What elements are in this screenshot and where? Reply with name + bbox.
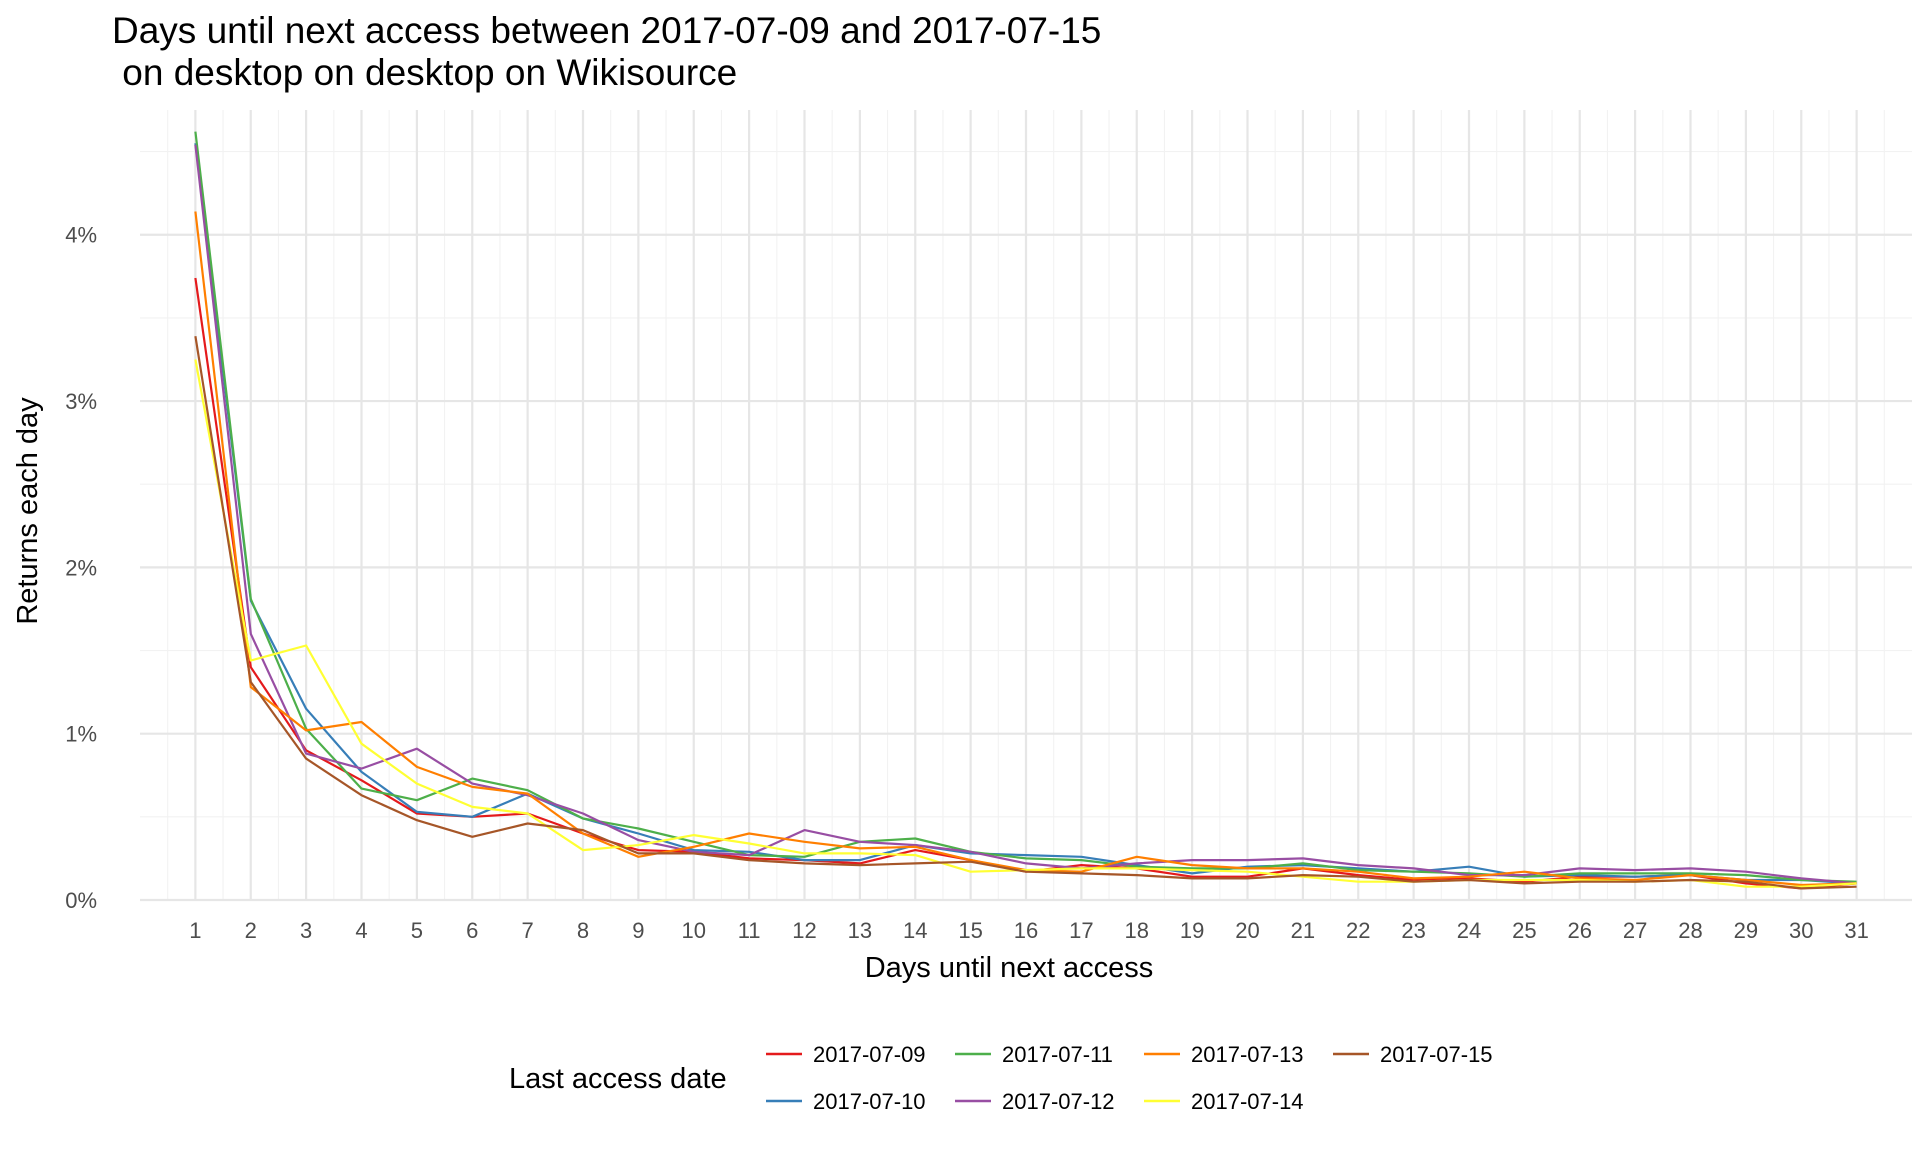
x-tick-label: 26 — [1568, 918, 1592, 943]
y-tick-label: 1% — [65, 722, 97, 747]
legend: 2017-07-09 2017-07-10 2017-07-11 2017-07-12… — [766, 1042, 1493, 1114]
y-tick-label: 4% — [65, 223, 97, 248]
series-line-2017-07-12 — [194, 144, 1857, 885]
series-lines — [194, 131, 1857, 890]
x-tick-labels: 1 2 3 4 5 6 7 8 9 10 11 12 13 14 15 16 17 18 19 20 21 22 23 24 2… — [189, 918, 1869, 943]
x-tick-label: 8 — [577, 918, 589, 943]
x-tick-label: 20 — [1235, 918, 1259, 943]
x-tick-label: 31 — [1844, 918, 1868, 943]
legend-item-2017-07-15: 2017-07-15 — [1333, 1042, 1493, 1067]
y-tick-label: 0% — [65, 888, 97, 913]
x-tick-label: 5 — [411, 918, 423, 943]
x-tick-label: 24 — [1457, 918, 1481, 943]
x-tick-label: 3 — [300, 918, 312, 943]
legend-item-2017-07-10: 2017-07-10 — [766, 1089, 926, 1114]
x-tick-label: 1 — [189, 918, 201, 943]
x-tick-label: 27 — [1623, 918, 1647, 943]
legend-label: 2017-07-13 — [1191, 1042, 1304, 1067]
x-tick-label: 16 — [1014, 918, 1038, 943]
legend-label: 2017-07-10 — [813, 1089, 926, 1114]
x-tick-label: 10 — [682, 918, 706, 943]
grid-minor — [140, 110, 1912, 900]
legend-label: 2017-07-14 — [1191, 1089, 1304, 1114]
x-tick-label: 13 — [848, 918, 872, 943]
x-tick-label: 11 — [738, 918, 761, 943]
x-tick-label: 28 — [1678, 918, 1702, 943]
series-line-2017-07-14 — [194, 359, 1857, 888]
legend-label: 2017-07-11 — [1002, 1042, 1113, 1067]
series-line-2017-07-15 — [194, 336, 1857, 890]
x-tick-label: 22 — [1346, 918, 1370, 943]
y-axis-label: Returns each day — [12, 397, 44, 625]
x-tick-label: 30 — [1789, 918, 1813, 943]
x-tick-label: 12 — [792, 918, 816, 943]
legend-item-2017-07-14: 2017-07-14 — [1144, 1089, 1304, 1114]
x-tick-label: 23 — [1401, 918, 1425, 943]
x-tick-label: 14 — [903, 918, 927, 943]
x-tick-label: 9 — [632, 918, 644, 943]
x-tick-label: 7 — [522, 918, 534, 943]
y-tick-label: 3% — [65, 389, 97, 414]
x-tick-label: 25 — [1512, 918, 1536, 943]
chart-subtitle: on desktop on desktop on Wikisource — [112, 52, 738, 93]
legend-item-2017-07-12: 2017-07-12 — [955, 1089, 1115, 1114]
x-tick-label: 2 — [245, 918, 257, 943]
legend-label: 2017-07-09 — [813, 1042, 926, 1067]
x-tick-label: 21 — [1291, 918, 1315, 943]
legend-label: 2017-07-12 — [1002, 1089, 1115, 1114]
legend-title: Last access date — [509, 1063, 727, 1095]
legend-item-2017-07-11: 2017-07-11 — [955, 1042, 1113, 1067]
series-line-2017-07-10 — [194, 143, 1857, 885]
series-line-2017-07-11 — [194, 131, 1857, 883]
grid-major — [140, 110, 1912, 902]
x-tick-label: 6 — [466, 918, 478, 943]
y-tick-label: 2% — [65, 555, 97, 580]
x-tick-label: 17 — [1069, 918, 1093, 943]
x-tick-label: 15 — [958, 918, 982, 943]
x-tick-label: 19 — [1180, 918, 1204, 943]
chart-title: Days until next access between 2017-07-0… — [112, 10, 1102, 51]
x-tick-label: 29 — [1734, 918, 1758, 943]
y-tick-labels: 0% 1% 2% 3% 4% — [65, 223, 97, 913]
x-tick-label: 4 — [355, 918, 367, 943]
x-tick-label: 18 — [1125, 918, 1149, 943]
legend-label: 2017-07-15 — [1380, 1042, 1493, 1067]
legend-item-2017-07-13: 2017-07-13 — [1144, 1042, 1304, 1067]
x-axis-label: Days until next access — [865, 952, 1154, 984]
legend-item-2017-07-09: 2017-07-09 — [766, 1042, 926, 1067]
